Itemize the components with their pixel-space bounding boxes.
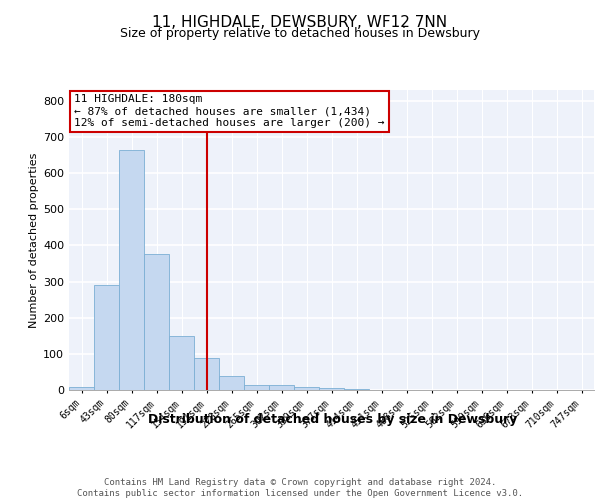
Bar bbox=[144, 254, 169, 390]
Text: Contains HM Land Registry data © Crown copyright and database right 2024.
Contai: Contains HM Land Registry data © Crown c… bbox=[77, 478, 523, 498]
Y-axis label: Number of detached properties: Number of detached properties bbox=[29, 152, 39, 328]
Bar bbox=[169, 336, 194, 390]
Bar bbox=[244, 385, 269, 390]
Bar bbox=[94, 285, 119, 390]
Bar bbox=[119, 150, 144, 390]
Text: Size of property relative to detached houses in Dewsbury: Size of property relative to detached ho… bbox=[120, 28, 480, 40]
Text: Distribution of detached houses by size in Dewsbury: Distribution of detached houses by size … bbox=[148, 412, 518, 426]
Bar bbox=[294, 387, 319, 390]
Bar bbox=[194, 358, 219, 390]
Bar bbox=[319, 388, 344, 390]
Bar bbox=[269, 385, 294, 390]
Text: 11, HIGHDALE, DEWSBURY, WF12 7NN: 11, HIGHDALE, DEWSBURY, WF12 7NN bbox=[152, 15, 448, 30]
Text: 11 HIGHDALE: 180sqm
← 87% of detached houses are smaller (1,434)
12% of semi-det: 11 HIGHDALE: 180sqm ← 87% of detached ho… bbox=[74, 94, 385, 128]
Bar bbox=[219, 376, 244, 390]
Bar bbox=[69, 387, 94, 390]
Bar bbox=[344, 388, 369, 390]
